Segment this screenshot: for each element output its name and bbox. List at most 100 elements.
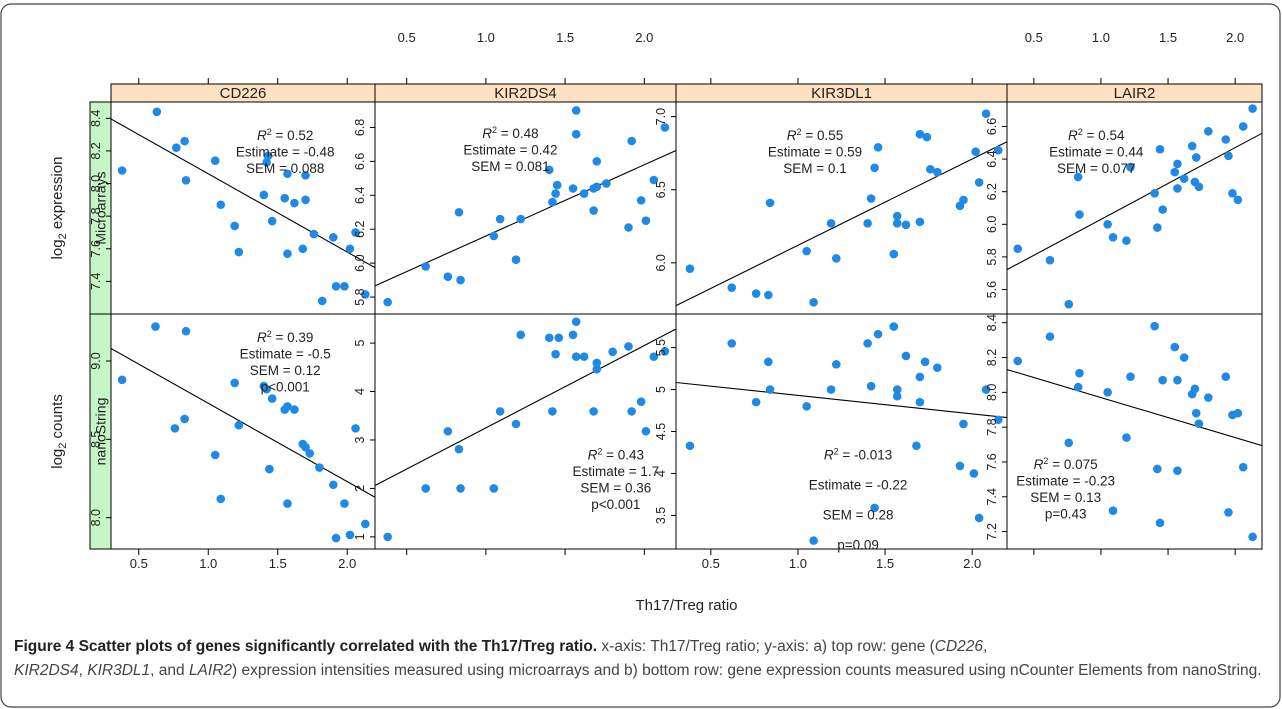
data-point (516, 330, 526, 340)
y-tick-label: 6.4 (353, 187, 367, 204)
data-point (568, 184, 578, 193)
data-point (1191, 153, 1201, 162)
data-point (1221, 135, 1231, 144)
data-point (892, 219, 902, 228)
y-tick-label: 8.2 (89, 142, 103, 159)
data-point (1190, 384, 1200, 394)
stat-line: SEM = 0.1 (783, 161, 846, 176)
y-tick-label: 7.8 (89, 207, 103, 224)
strip-label-nanostring: nanoString (93, 398, 109, 466)
stat-line: Estimate = -0.22 (809, 478, 908, 493)
data-point (1064, 438, 1074, 448)
data-point (329, 233, 338, 242)
data-point (1179, 174, 1189, 183)
data-point (489, 484, 499, 493)
regression-line (1007, 132, 1262, 271)
panel-kir2ds4-microarrays: 5.8 6.0 6.2 6.4 6.6 6.8 R2 = 0.48 Estimate = 0.… (353, 101, 677, 315)
y-tick-label: 8.0 (89, 509, 103, 526)
data-point (571, 352, 581, 361)
caption-gene-4: LAIR2 (188, 662, 233, 679)
stat-line: Estimate = 0.59 (768, 145, 862, 160)
data-point (1173, 375, 1182, 385)
y-tick-label: 8.2 (985, 349, 999, 366)
y-tick-label: 7.4 (89, 273, 103, 290)
data-point (117, 166, 127, 175)
data-point (340, 281, 349, 291)
stat-line: SEM = 0.28 (823, 508, 894, 523)
y-tick-label: 6.0 (353, 254, 367, 271)
x-tick-label-top: 1.0 (1092, 30, 1110, 45)
y-tick-label: 4 (654, 470, 668, 477)
data-point (802, 246, 811, 256)
data-point (592, 364, 602, 374)
data-point (1194, 419, 1204, 428)
data-point (301, 195, 310, 205)
data-point (1013, 356, 1023, 366)
data-point (959, 195, 968, 205)
data-point (870, 163, 879, 173)
y-tick-label: 1 (353, 533, 367, 540)
y-tick-label: 8.5 (89, 431, 103, 448)
data-point (831, 254, 841, 263)
data-point (1103, 388, 1112, 397)
data-point (454, 444, 464, 454)
caption-gene-2: KIR2DS4 (14, 662, 79, 679)
data-point (262, 384, 271, 394)
stat-line: SEM = 0.081 (471, 159, 549, 174)
y-tick-label: 5 (654, 386, 668, 393)
y-tick-label: 9.0 (89, 352, 103, 369)
panel-frame (1006, 313, 1263, 550)
data-point (151, 322, 160, 331)
data-point (892, 385, 902, 394)
y-tick-label: 5.8 (353, 288, 367, 305)
data-point (727, 283, 737, 292)
data-point (301, 442, 310, 452)
x-tick-label-bottom: 0.5 (702, 556, 720, 571)
data-point (1173, 159, 1182, 169)
data-point (933, 167, 942, 177)
stat-line: SEM = 0.36 (580, 481, 651, 496)
x-tick-label-top: 2.0 (635, 30, 653, 45)
data-point (216, 494, 226, 504)
data-point (915, 372, 925, 382)
y-tick-label: 4 (353, 388, 367, 395)
stat-line: Estimate = 0.44 (1049, 145, 1144, 160)
data-point (1122, 236, 1131, 245)
x-tick-label-top: 1.5 (556, 30, 574, 45)
data-point (1126, 372, 1135, 381)
figure-caption: Figure 4 Scatter plots of genes signific… (14, 635, 1269, 683)
data-point (1153, 464, 1162, 474)
data-point (627, 407, 636, 416)
data-point (495, 407, 505, 416)
stat-r2: R2 = -0.013 (824, 447, 892, 463)
data-point (915, 129, 925, 139)
data-point (826, 385, 836, 394)
data-point (892, 391, 902, 401)
panel-kir3dl1-nanostring: 3.5 4 4.5 5 5.5 R2 = -0.013 Estimate = -0.22 SE… (654, 313, 1008, 553)
data-point (290, 405, 299, 414)
data-point (544, 165, 554, 175)
data-point (290, 198, 299, 208)
y-tick-label: 6.2 (985, 183, 999, 200)
data-point (751, 397, 761, 407)
data-point (117, 375, 127, 385)
caption-text-4: , and (150, 662, 189, 679)
y-tick-label: 5.8 (985, 248, 999, 265)
x-tick-label-top: 1.5 (1159, 30, 1177, 45)
data-point (809, 298, 818, 307)
data-point (548, 407, 557, 416)
data-point (1228, 189, 1237, 198)
stat-r2: R2 = 0.075 (1034, 456, 1098, 472)
data-point (993, 145, 1003, 155)
caption-text-5: ) expression intensities measured using … (232, 662, 1262, 679)
data-point (727, 339, 737, 348)
data-point (974, 178, 984, 187)
x-tick-label-bottom: 2.0 (963, 556, 981, 571)
stat-line: Estimate = -0.5 (240, 347, 331, 362)
data-point (624, 223, 633, 232)
stat-line: Estimate = 0.42 (463, 143, 557, 158)
data-point (641, 216, 651, 226)
data-point (1045, 332, 1055, 341)
y-tick-label: 6.0 (654, 254, 668, 271)
